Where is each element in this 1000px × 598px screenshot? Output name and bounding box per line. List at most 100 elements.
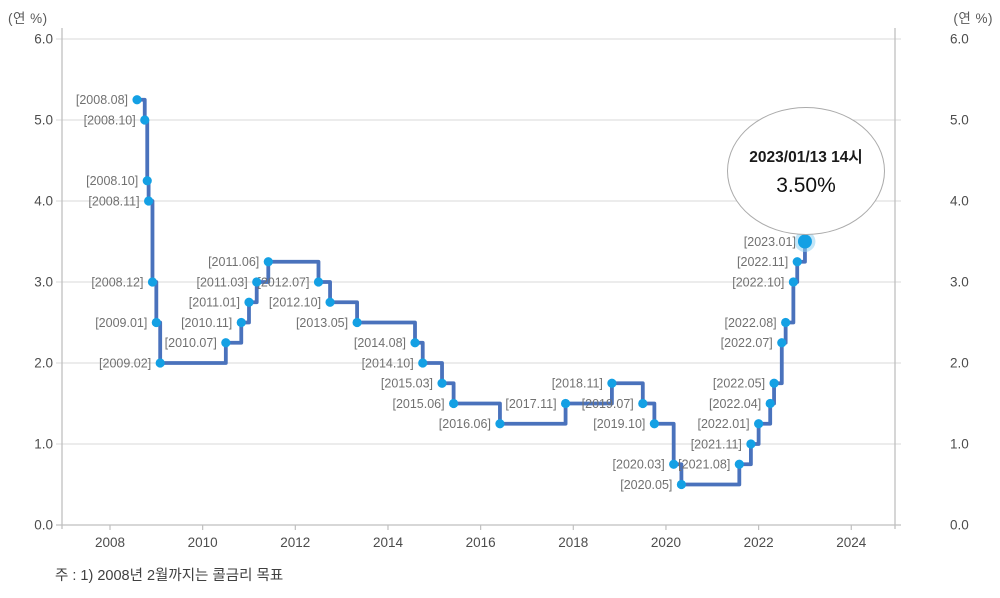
- data-point-label: [2019.10]: [593, 417, 645, 431]
- callout-timestamp: 2023/01/13 14시: [749, 148, 863, 166]
- y-axis-tick-label-left: 5.0: [34, 113, 53, 128]
- data-point-marker[interactable]: [244, 297, 254, 307]
- data-point-label: [2021.08]: [678, 458, 730, 472]
- data-point-marker[interactable]: [560, 398, 571, 409]
- data-point-marker[interactable]: [765, 398, 775, 409]
- data-point-label: [2015.06]: [392, 397, 444, 411]
- y-axis-tick-label-left: 1.0: [34, 437, 53, 452]
- y-axis-tick-label-left: 2.0: [34, 356, 53, 371]
- data-point-label: [2015.03]: [381, 377, 433, 391]
- data-point-label: [2008.10]: [86, 174, 138, 188]
- y-axis-tick-label-right: 2.0: [950, 356, 969, 371]
- data-point-label: [2009.02]: [99, 356, 151, 370]
- data-point-label: [2023.01]: [744, 235, 796, 249]
- data-point-label: [2022.10]: [732, 275, 784, 289]
- footnote: 주 : 1) 2008년 2월까지는 콜금리 목표: [55, 568, 284, 584]
- data-point-marker[interactable]: [607, 378, 617, 388]
- data-point-label: [2010.11]: [181, 316, 232, 330]
- y-axis-tick-label-right: 0.0: [950, 518, 969, 533]
- y-axis-tick-label-left: 6.0: [34, 32, 53, 47]
- data-point-label: [2014.08]: [354, 336, 406, 350]
- data-point-marker[interactable]: [140, 115, 150, 125]
- data-point-marker[interactable]: [669, 459, 679, 469]
- data-point-marker[interactable]: [142, 176, 152, 186]
- data-point-marker[interactable]: [151, 317, 161, 328]
- x-axis-tick-label: 2024: [836, 535, 867, 550]
- data-point-label: [2009.01]: [95, 316, 147, 330]
- data-point-marker[interactable]: [437, 378, 447, 388]
- data-point-marker[interactable]: [313, 277, 324, 287]
- data-point-label: [2011.06]: [208, 255, 259, 269]
- y-axis-tick-label-left: 3.0: [34, 275, 53, 290]
- data-point-label: [2022.07]: [721, 336, 773, 350]
- y-axis-tick-label-right: 6.0: [950, 32, 969, 47]
- data-point-marker[interactable]: [649, 419, 659, 429]
- callout-rate-value: 3.50%: [776, 173, 836, 197]
- x-axis-tick-label: 2016: [466, 535, 496, 550]
- data-point-marker[interactable]: [734, 459, 744, 469]
- y-axis-tick-label-left: 0.0: [34, 518, 53, 533]
- x-axis-tick-label: 2020: [651, 535, 681, 550]
- data-point-label: [2020.05]: [620, 478, 672, 492]
- data-point-marker[interactable]: [252, 277, 262, 287]
- data-point-label: [2019.07]: [582, 397, 634, 411]
- data-point-marker[interactable]: [449, 398, 459, 409]
- data-point-label: [2022.11]: [737, 255, 788, 269]
- x-axis-tick-label: 2022: [744, 535, 774, 550]
- data-point-label: [2016.06]: [439, 417, 491, 431]
- data-point-marker[interactable]: [769, 378, 779, 388]
- x-axis-tick-label: 2012: [280, 535, 310, 550]
- data-point-label: [2010.07]: [165, 336, 217, 350]
- data-point-label: [2018.11]: [552, 377, 603, 391]
- data-point-label: [2017.11]: [505, 397, 556, 411]
- data-point-marker[interactable]: [418, 358, 428, 368]
- data-point-label: [2022.01]: [697, 417, 749, 431]
- data-point-label: [2008.11]: [88, 194, 139, 208]
- latest-rate-callout: 2023/01/13 14시 3.50%: [727, 107, 885, 235]
- data-point-marker[interactable]: [352, 317, 362, 328]
- data-point-marker[interactable]: [781, 317, 791, 328]
- data-point-label: [2008.08]: [76, 93, 128, 107]
- data-point-marker[interactable]: [236, 317, 246, 328]
- data-point-label: [2021.11]: [691, 437, 742, 451]
- y-axis-tick-label-right: 4.0: [950, 194, 969, 209]
- data-point-marker[interactable]: [221, 338, 231, 348]
- data-point-marker[interactable]: [792, 257, 802, 267]
- data-point-marker[interactable]: [676, 479, 687, 490]
- x-axis-tick-label: 2018: [558, 535, 588, 550]
- data-point-marker[interactable]: [132, 95, 142, 105]
- data-point-label: [2022.08]: [725, 316, 777, 330]
- data-point-label: [2008.12]: [91, 275, 143, 289]
- x-axis-tick-label: 2010: [188, 535, 218, 550]
- data-point-marker[interactable]: [410, 338, 420, 348]
- data-point-marker[interactable]: [638, 398, 648, 409]
- data-point-marker[interactable]: [147, 277, 158, 287]
- data-point-marker[interactable]: [263, 257, 273, 267]
- data-point-marker[interactable]: [325, 297, 335, 307]
- data-point-label: [2022.04]: [709, 397, 761, 411]
- data-point-marker[interactable]: [144, 196, 154, 206]
- y-axis-tick-label-left: 4.0: [34, 194, 53, 209]
- data-point-label: [2012.10]: [269, 296, 321, 310]
- data-point-marker[interactable]: [495, 419, 505, 429]
- data-point-marker[interactable]: [155, 358, 165, 368]
- latest-data-point-marker[interactable]: [797, 234, 812, 249]
- data-point-marker[interactable]: [754, 419, 764, 429]
- y-axis-tick-label-right: 1.0: [950, 437, 969, 452]
- y-axis-tick-label-right: 5.0: [950, 113, 969, 128]
- data-point-marker[interactable]: [788, 277, 798, 287]
- y-axis-tick-label-right: 3.0: [950, 275, 969, 290]
- data-point-marker[interactable]: [777, 338, 787, 348]
- data-point-label: [2020.03]: [613, 458, 665, 472]
- y-axis-unit-right: (연 %): [953, 11, 993, 26]
- x-axis-tick-label: 2014: [373, 535, 404, 550]
- y-axis-unit-left: (연 %): [8, 11, 48, 26]
- x-axis-tick-label: 2008: [95, 535, 125, 550]
- data-point-label: [2008.10]: [84, 113, 136, 127]
- data-point-label: [2022.05]: [713, 377, 765, 391]
- data-point-marker[interactable]: [746, 439, 756, 449]
- data-point-label: [2012.07]: [257, 275, 309, 289]
- data-point-label: [2011.01]: [189, 296, 240, 310]
